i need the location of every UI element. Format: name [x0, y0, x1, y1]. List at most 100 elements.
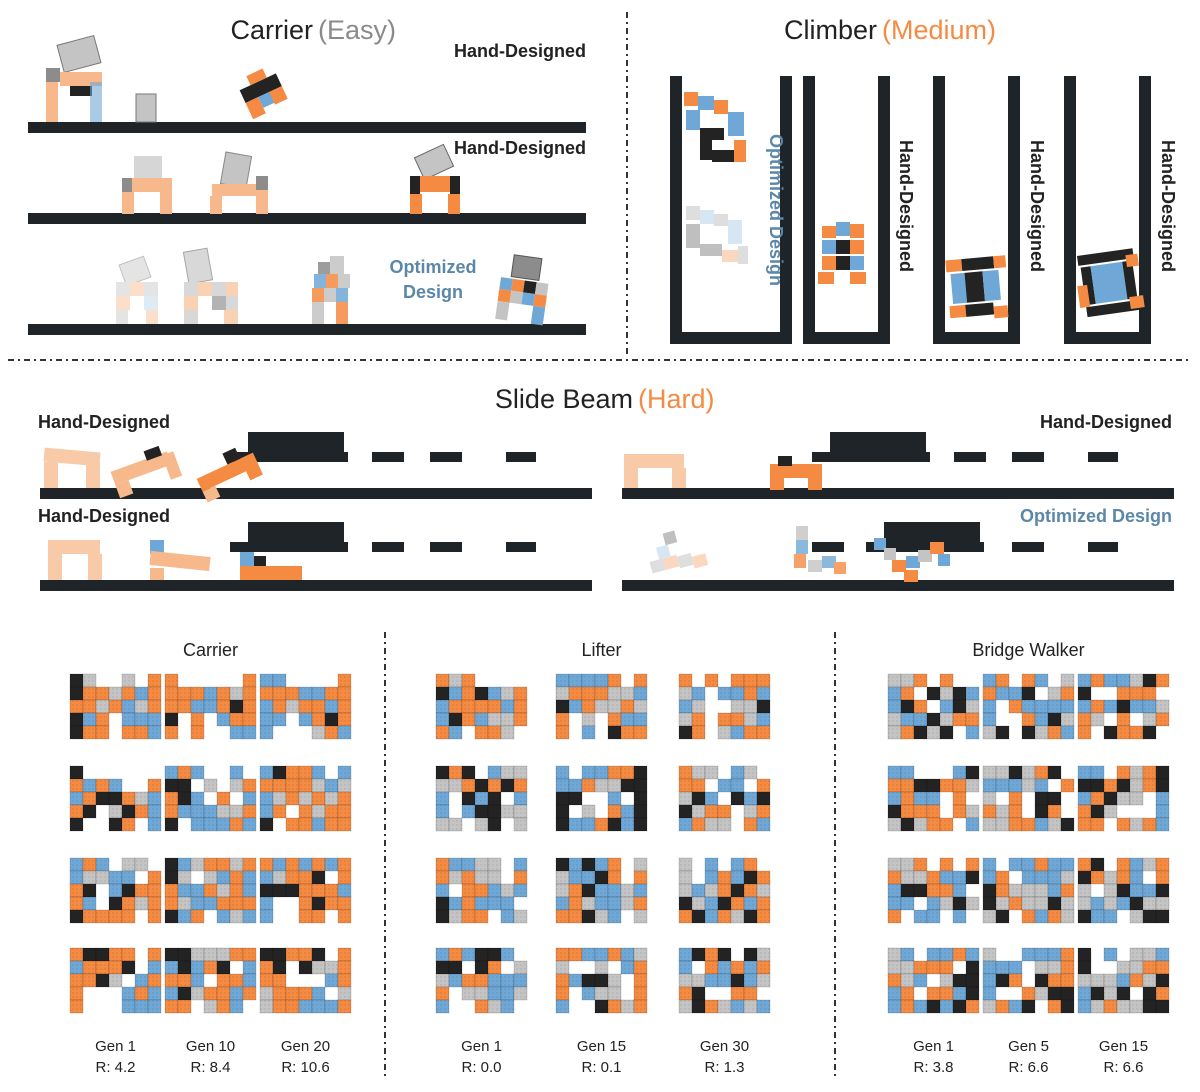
- voxel-texture: [312, 961, 325, 974]
- voxel: [926, 999, 941, 1014]
- reward-label: R: 6.6: [1008, 1059, 1048, 1076]
- morphology-grid: [69, 765, 162, 832]
- morphology-grid: [555, 947, 648, 1014]
- voxel-texture: [692, 713, 705, 726]
- voxel: [108, 817, 123, 832]
- voxel-texture: [286, 871, 299, 884]
- ground-line: [40, 580, 592, 591]
- voxel: [1103, 725, 1118, 740]
- voxel-texture: [983, 974, 996, 987]
- optimized-design-label: Optimized Design: [1020, 506, 1172, 526]
- voxel: [965, 960, 980, 975]
- reward-label: R: 1.3: [704, 1059, 744, 1076]
- voxel-texture: [901, 726, 914, 739]
- voxel-texture: [148, 818, 161, 831]
- voxel-texture: [692, 766, 705, 779]
- voxel-texture: [1061, 713, 1074, 726]
- voxel-texture: [204, 687, 217, 700]
- voxel-texture: [1048, 687, 1061, 700]
- voxel: [678, 804, 693, 819]
- voxel-texture: [286, 987, 299, 1000]
- voxel-texture: [983, 910, 996, 923]
- voxel-texture: [679, 910, 692, 923]
- voxel-texture: [449, 766, 462, 779]
- evolution-panel-bridge-walker: Bridge Walker Gen 1 R: 3.8 Gen 5 R: 6.6 Gen 1…: [887, 640, 1170, 1076]
- slide-beam-hard-panel: Slide Beam (Hard) Hand-Designed Hand-Des…: [38, 384, 1174, 591]
- morphology-grid: [69, 947, 162, 1014]
- voxel-texture: [135, 897, 148, 910]
- voxel-texture: [165, 687, 178, 700]
- voxel-texture: [1035, 961, 1048, 974]
- voxel-texture: [204, 700, 217, 713]
- voxel-texture: [83, 871, 96, 884]
- voxel-texture: [569, 858, 582, 871]
- voxel: [982, 896, 997, 911]
- voxel-texture: [449, 687, 462, 700]
- voxel-texture: [148, 948, 161, 961]
- voxel-texture: [230, 858, 243, 871]
- voxel-texture: [940, 687, 953, 700]
- voxel-texture: [338, 779, 351, 792]
- climber-medium-panel: Climber (Medium) Optimized Design Hand-D…: [670, 15, 1178, 344]
- morphology-grid: [887, 765, 980, 832]
- voxel-texture: [148, 974, 161, 987]
- voxel: [82, 804, 97, 819]
- voxel-texture: [338, 1000, 351, 1013]
- voxel-texture: [1117, 818, 1130, 831]
- climber-panel-title: Climber: [784, 15, 877, 45]
- voxel-texture: [462, 858, 475, 871]
- voxel-texture: [966, 713, 979, 726]
- voxel-texture: [608, 700, 621, 713]
- voxel-texture: [109, 910, 122, 923]
- voxel-texture: [996, 779, 1009, 792]
- voxel: [1008, 765, 1023, 780]
- voxel: [1021, 725, 1036, 740]
- voxel-texture: [273, 700, 286, 713]
- voxel-texture: [634, 948, 647, 961]
- voxel-texture: [1143, 818, 1156, 831]
- voxel-texture: [1091, 766, 1104, 779]
- voxel-texture: [634, 858, 647, 871]
- voxel-texture: [1061, 910, 1074, 923]
- voxel: [474, 778, 489, 793]
- voxel-texture: [299, 858, 312, 871]
- voxel-texture: [122, 987, 135, 1000]
- voxel-texture: [1117, 897, 1130, 910]
- voxel-texture: [204, 818, 217, 831]
- voxel-texture: [273, 792, 286, 805]
- generation-label: Gen 5: [1008, 1038, 1049, 1055]
- voxel-texture: [299, 766, 312, 779]
- ground-line: [28, 213, 586, 224]
- voxel-texture: [475, 910, 488, 923]
- optimized-design-label: Optimized: [389, 257, 476, 277]
- voxel-texture: [731, 1000, 744, 1013]
- evolution-panels: Carrier Gen 1 R: 4.2 Gen 10 R: 8.4 Gen 20 R: 1…: [69, 640, 1170, 1076]
- voxel-texture: [1022, 871, 1035, 884]
- voxel-texture: [621, 687, 634, 700]
- voxel-texture: [1009, 1000, 1022, 1013]
- voxel-texture: [1048, 818, 1061, 831]
- voxel: [691, 986, 706, 1001]
- voxel-texture: [135, 884, 148, 897]
- voxel: [620, 778, 635, 793]
- morphology-grid: [164, 947, 257, 1014]
- robot-sprite: [122, 156, 172, 214]
- voxel: [1142, 725, 1157, 740]
- voxel-texture: [1048, 700, 1061, 713]
- voxel: [555, 804, 570, 819]
- voxel-texture: [514, 792, 527, 805]
- voxel: [1155, 765, 1170, 780]
- voxel-texture: [1078, 987, 1091, 1000]
- voxel: [995, 909, 1010, 924]
- voxel-texture: [1130, 792, 1143, 805]
- voxel: [1155, 883, 1170, 898]
- voxel-texture: [286, 766, 299, 779]
- voxel-texture: [338, 674, 351, 687]
- voxel-texture: [621, 884, 634, 897]
- voxel-texture: [679, 987, 692, 1000]
- reward-label: R: 4.2: [95, 1059, 135, 1076]
- voxel-texture: [243, 858, 256, 871]
- voxel: [1034, 791, 1049, 806]
- voxel-texture: [744, 700, 757, 713]
